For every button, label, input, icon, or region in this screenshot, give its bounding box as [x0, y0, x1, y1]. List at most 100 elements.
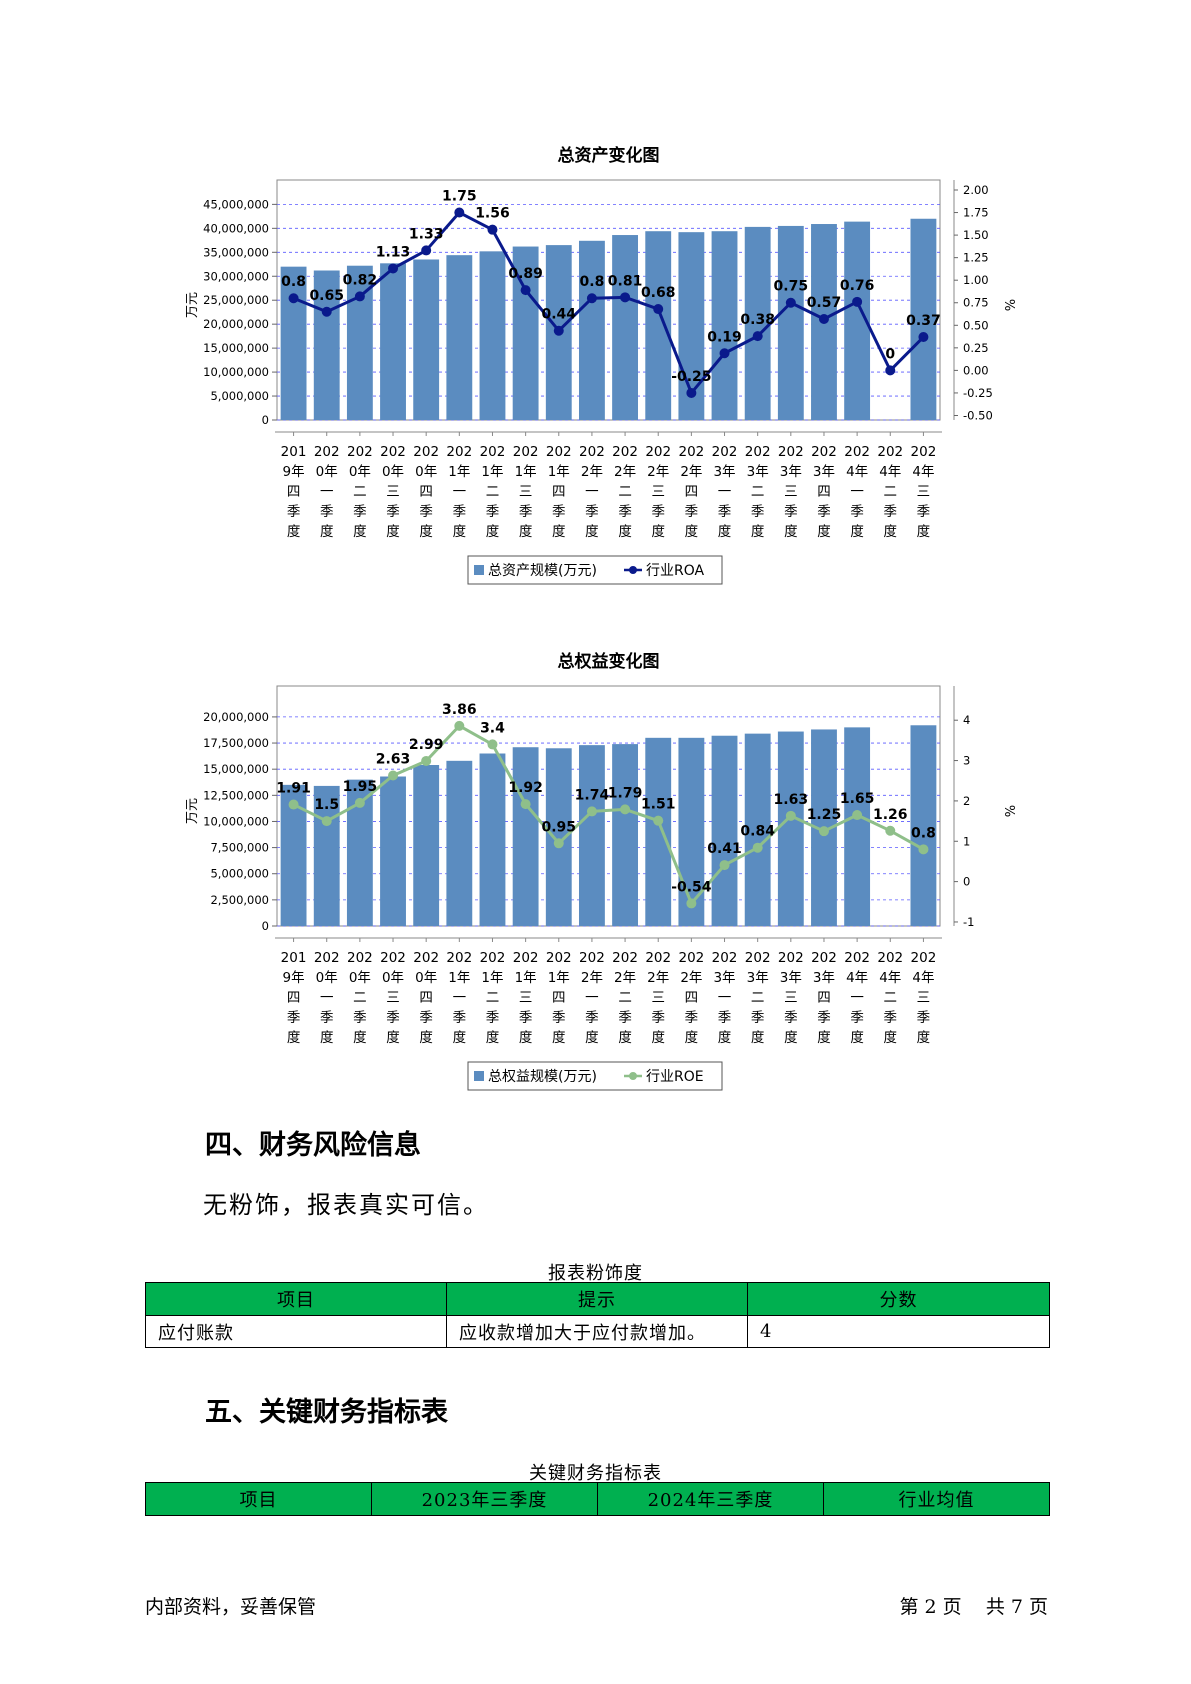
x-tick-label: 202 3年三季度 — [778, 444, 804, 540]
key-indicators-header-row: 项目 2023年三季度 2024年三季度 行业均值 — [145, 1482, 1050, 1516]
data-point — [653, 815, 664, 826]
bar — [413, 765, 440, 926]
data-point — [653, 304, 664, 315]
x-tick-label: 202 0年四季度 — [413, 950, 439, 1046]
data-point — [354, 797, 365, 808]
x-tick-label: 202 1年一季度 — [446, 444, 472, 540]
bar — [844, 727, 871, 926]
series-line — [292, 724, 925, 905]
x-tick-label: 202 2年四季度 — [678, 950, 704, 1046]
x-tick-label: 202 3年二季度 — [745, 444, 771, 540]
data-point — [686, 898, 697, 909]
legend-box — [467, 1061, 723, 1091]
bar — [711, 735, 738, 926]
data-label: 2.99 — [409, 737, 444, 753]
table-header-cell: 2024年三季度 — [597, 1482, 824, 1516]
y2-tick-label: 1.00 — [963, 273, 989, 287]
bar — [744, 733, 771, 926]
data-point — [288, 293, 299, 304]
legend-label: 行业ROA — [646, 563, 705, 579]
x-tick-label: 202 4年二季度 — [877, 444, 903, 540]
data-label: 0.84 — [740, 824, 775, 840]
data-label: 0.81 — [608, 273, 643, 289]
bar — [612, 744, 639, 926]
data-label: 0.19 — [707, 329, 742, 345]
x-tick-label: 202 4年一季度 — [844, 444, 870, 540]
data-label: 0.41 — [707, 841, 742, 857]
y-tick-label: 10,000,000 — [203, 365, 269, 379]
data-point — [388, 770, 399, 781]
y-tick-label: 0 — [262, 919, 269, 933]
table-cell: 应付账款 — [145, 1315, 447, 1348]
data-point — [454, 207, 465, 218]
x-tick-label: 202 0年二季度 — [347, 950, 373, 1046]
data-point — [620, 292, 631, 303]
bar — [910, 725, 937, 926]
total-equity-chart: 总权益变化图 0 2,500,000 5,000,000 7,500,000 10,000… — [0, 636, 1191, 1101]
data-point — [719, 348, 730, 359]
footer-page-number: 第 2 页 共 7 页 — [899, 1596, 1049, 1618]
legend-label: 行业ROE — [646, 1069, 704, 1085]
data-point — [852, 810, 863, 821]
data-label: 1.25 — [807, 807, 842, 823]
y-tick-label: 7,500,000 — [210, 841, 269, 855]
data-point — [388, 263, 399, 274]
key-indicators-table: 项目 2023年三季度 2024年三季度 行业均值 — [145, 1482, 1050, 1516]
x-tick-label: 202 3年四季度 — [811, 444, 837, 540]
table-header-cell: 项目 — [145, 1482, 372, 1516]
y2-tick-label: 0.75 — [963, 296, 989, 310]
y2-tick-label: 1 — [963, 834, 970, 848]
data-label: -0.54 — [671, 879, 712, 895]
section4-title: 四、财务风险信息 — [205, 1130, 421, 1161]
legend-line-marker — [629, 1072, 637, 1080]
bar — [545, 748, 572, 926]
legend-box — [467, 555, 723, 585]
legend-bar-swatch — [474, 565, 484, 575]
bar — [346, 265, 373, 420]
bar — [380, 776, 406, 926]
data-label: 1.91 — [276, 781, 311, 797]
table-header-cell: 行业均值 — [823, 1482, 1050, 1516]
x-tick-label: 202 1年二季度 — [480, 950, 506, 1046]
data-label: 1.13 — [376, 244, 411, 260]
x-tick-label: 202 4年一季度 — [844, 950, 870, 1046]
bar — [711, 231, 738, 420]
y2-tick-label: 4 — [963, 713, 970, 727]
y-tick-label: 25,000,000 — [203, 293, 269, 307]
data-point — [487, 739, 498, 750]
bar — [744, 226, 771, 420]
section4-table-caption: 报表粉饰度 — [548, 1263, 643, 1284]
data-point — [553, 838, 564, 849]
table-header-cell: 项目 — [145, 1282, 447, 1316]
data-point — [885, 825, 896, 836]
y2-tick-label: 0.25 — [963, 341, 989, 355]
y-tick-label: 15,000,000 — [203, 762, 269, 776]
data-label: 0 — [885, 346, 895, 362]
bar — [446, 255, 473, 420]
y2-tick-label: 1.50 — [963, 228, 989, 242]
table-header-cell: 2023年三季度 — [371, 1482, 598, 1516]
y2-tick-label: 3 — [963, 754, 970, 768]
bar — [578, 745, 605, 926]
y-tick-label: 20,000,000 — [203, 317, 269, 331]
section5-table-caption: 关键财务指标表 — [529, 1463, 662, 1484]
data-point — [288, 799, 299, 810]
data-label: 1.75 — [442, 189, 477, 205]
bar — [578, 240, 605, 420]
bar — [678, 737, 705, 926]
data-point — [421, 245, 432, 256]
x-tick-label: 202 3年一季度 — [712, 950, 738, 1046]
bar — [446, 760, 473, 926]
x-tick-label: 202 1年四季度 — [546, 950, 572, 1046]
y-axis-title: 万元 — [185, 292, 200, 318]
y-tick-label: 40,000,000 — [203, 221, 269, 235]
y-tick-label: 17,500,000 — [203, 736, 269, 750]
bar — [313, 785, 340, 926]
whitewash-table: 项目 提示 分数 应付账款 应收款增加大于应付款增加。 4 — [145, 1282, 1050, 1348]
x-tick-label: 202 3年四季度 — [811, 950, 837, 1046]
x-tick-label: 202 0年三季度 — [380, 950, 406, 1046]
data-label: 0.89 — [508, 266, 543, 282]
y-tick-label: 5,000,000 — [210, 867, 269, 881]
data-label: 0.68 — [641, 285, 676, 301]
data-label: 1.5 — [314, 797, 339, 813]
